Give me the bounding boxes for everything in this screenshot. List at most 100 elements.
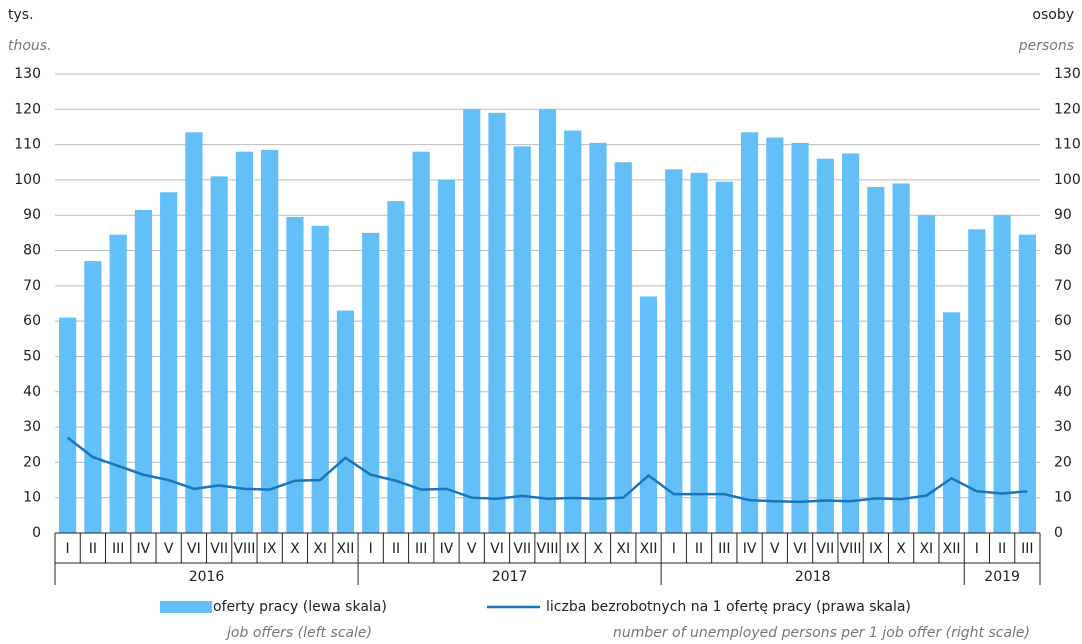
bar (513, 146, 531, 533)
bar (160, 192, 178, 533)
y-tick-label: 70 (23, 278, 41, 294)
y2-tick-label: 120 (1054, 101, 1081, 117)
bar (614, 162, 632, 533)
bar (185, 132, 203, 533)
bar (488, 112, 506, 533)
bar (564, 130, 582, 533)
x-tick-label: XI (919, 541, 933, 557)
y2-tick-label: 110 (1054, 137, 1081, 153)
bar (715, 181, 733, 533)
x-tick-label: XII (943, 541, 961, 557)
bar (639, 296, 658, 533)
bar (690, 172, 708, 533)
x-tick-label: VIII (537, 541, 559, 557)
x-tick-label: VI (490, 541, 504, 557)
x-tick-label: II (998, 541, 1006, 557)
x-tick-label: VI (793, 541, 807, 557)
x-tick-label: XI (313, 541, 327, 557)
y-tick-label: 0 (32, 525, 41, 541)
x-tick-label: X (593, 541, 603, 557)
x-tick-label: III (112, 541, 124, 557)
bar (362, 232, 380, 533)
bar (816, 158, 834, 533)
x-tick-label: I (66, 541, 70, 557)
y-tick-label: 100 (14, 172, 41, 188)
x-tick-label: X (290, 541, 300, 557)
y-tick-label: 130 (14, 66, 41, 82)
bar (463, 109, 481, 534)
x-tick-label: IV (440, 541, 454, 557)
legend-swatch (160, 601, 212, 613)
bar (387, 201, 405, 533)
y-tick-label: 110 (14, 137, 41, 153)
bar (538, 109, 557, 534)
line (66, 436, 1028, 504)
y2-tick-label: 50 (1054, 348, 1072, 364)
bar (59, 317, 77, 533)
bar (336, 310, 355, 533)
bar (286, 216, 304, 533)
x-tick-label: II (695, 541, 703, 557)
y2-tick-label: 10 (1054, 490, 1072, 506)
x-tick-label: VIII (840, 541, 862, 557)
bar (311, 225, 329, 534)
x-tick-label: II (392, 541, 400, 557)
bar (993, 215, 1011, 533)
y2-tick-label: 100 (1054, 172, 1081, 188)
x-tick-label: X (896, 541, 906, 557)
bar (867, 186, 885, 533)
group-label: 2018 (795, 569, 831, 585)
bar (84, 261, 102, 533)
y-tick-label: 60 (23, 313, 41, 329)
x-tick-label: IV (137, 541, 151, 557)
bar (917, 215, 935, 533)
bar (841, 153, 860, 533)
x-tick-label: III (415, 541, 427, 557)
x-tick-label: VII (210, 541, 228, 557)
bar (134, 209, 152, 533)
x-tick-label: II (89, 541, 97, 557)
group-label: 2019 (984, 569, 1020, 585)
bar (412, 151, 430, 533)
bar (791, 142, 809, 533)
y-tick-label: 80 (23, 243, 41, 259)
x-tick-label: IX (263, 541, 277, 557)
y-tick-label: 120 (14, 101, 41, 117)
x-tick-label: V (164, 541, 174, 557)
x-tick-label: VIII (233, 541, 255, 557)
y-axis-label-en: thous. (8, 38, 52, 54)
legend-label-en: job offers (left scale) (225, 625, 372, 641)
x-tick-label: I (672, 541, 676, 557)
bar (109, 234, 127, 533)
y2-tick-label: 90 (1054, 207, 1072, 223)
y-tick-label: 20 (23, 454, 41, 470)
x-tick-label: IX (566, 541, 580, 557)
x-tick-label: VI (187, 541, 201, 557)
x-tick-label: XII (337, 541, 355, 557)
bar (943, 312, 961, 533)
x-tick-label: VII (513, 541, 531, 557)
legend-label: liczba bezrobotnych na 1 ofertę pracy (p… (546, 599, 911, 615)
bar (235, 151, 254, 533)
x-tick-label: XII (640, 541, 658, 557)
x-tick-label: XI (616, 541, 630, 557)
y-tick-label: 40 (23, 384, 41, 400)
y-tick-label: 30 (23, 419, 41, 435)
x-tick-label: VII (816, 541, 834, 557)
y-axis-label: tys. (8, 7, 34, 23)
y2-tick-label: 0 (1054, 525, 1063, 541)
group-label: 2017 (492, 569, 528, 585)
bar (1018, 234, 1036, 533)
x-tick-label: V (770, 541, 780, 557)
y2-tick-label: 20 (1054, 454, 1072, 470)
y2-axis-label-en: persons (1018, 38, 1074, 54)
legend-label: oferty pracy (lewa skala) (213, 599, 387, 615)
bar (210, 176, 228, 533)
bar (766, 137, 784, 534)
group-label: 2016 (189, 569, 225, 585)
bar (261, 149, 279, 533)
bar (589, 142, 607, 533)
y2-tick-label: 60 (1054, 313, 1072, 329)
x-tick-label: III (1021, 541, 1033, 557)
